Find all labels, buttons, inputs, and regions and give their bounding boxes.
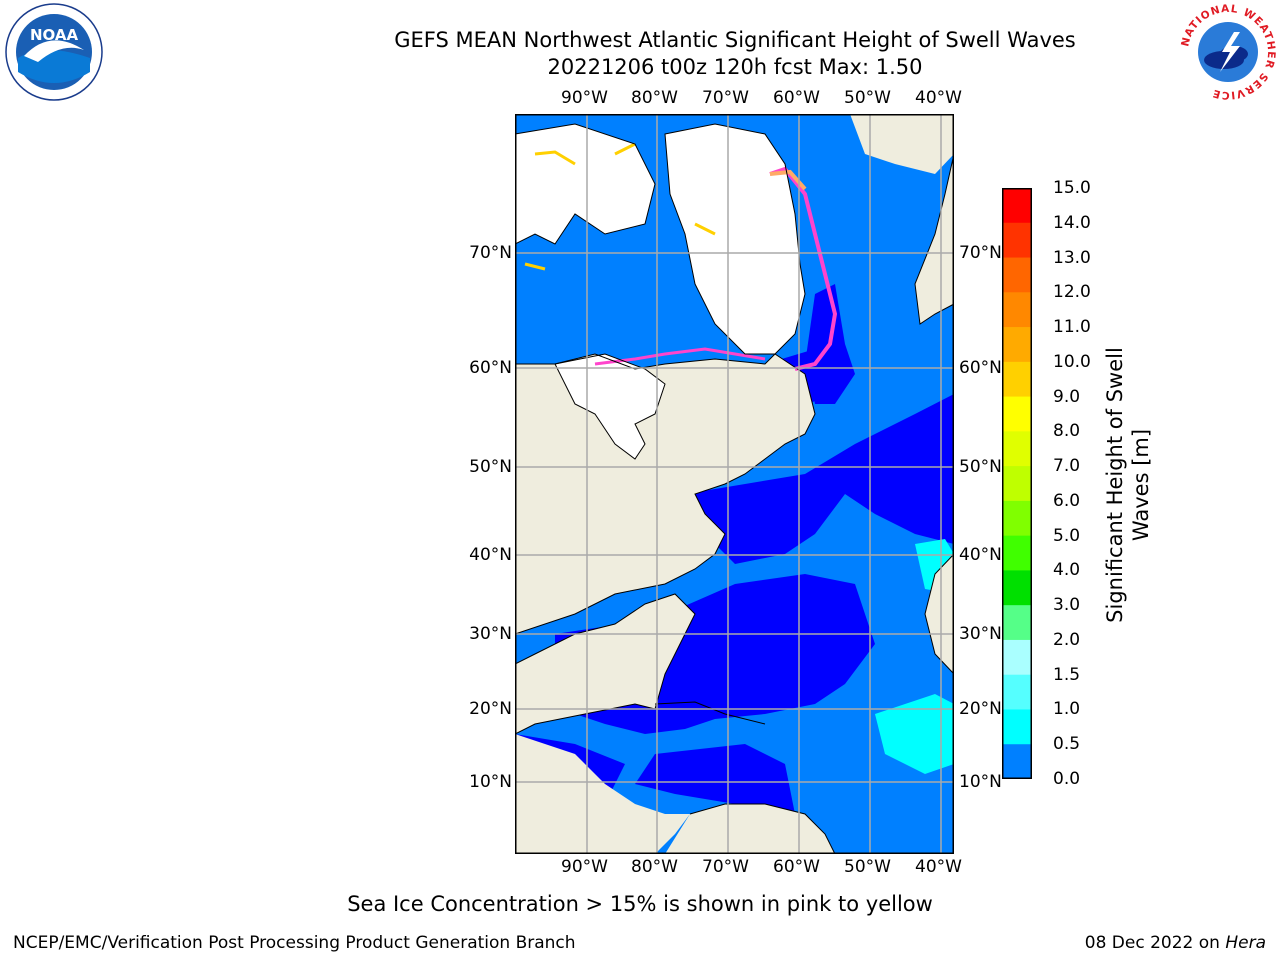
colorbar-segment: [1002, 292, 1032, 328]
lon-label-bottom: 80°W: [631, 857, 678, 877]
colorbar-segment: [1002, 744, 1032, 779]
lon-label-bottom: 70°W: [702, 857, 749, 877]
lon-label-top: 50°W: [844, 88, 891, 108]
footer-date: 08 Dec 2022 on Hera: [1085, 932, 1266, 954]
colorbar-tick-label: 11.0: [1053, 317, 1091, 338]
lat-label-right: 70°N: [959, 243, 1002, 263]
colorbar-segment: [1002, 327, 1032, 363]
lat-label-left: 70°N: [469, 243, 512, 263]
map-frame: [515, 114, 954, 854]
colorbar-segment: [1002, 188, 1032, 224]
footer-credit: NCEP/EMC/Verification Post Processing Pr…: [13, 933, 576, 953]
lat-label-right: 50°N: [959, 457, 1002, 477]
lat-label-left: 60°N: [469, 358, 512, 378]
colorbar-segment: [1002, 396, 1032, 432]
lon-label-top: 60°W: [773, 88, 820, 108]
greenland: [665, 124, 805, 354]
colorbar-tick-label: 2.0: [1053, 629, 1081, 650]
lon-label-top: 90°W: [561, 88, 608, 108]
lat-label-right: 20°N: [959, 699, 1002, 719]
noaa-logo-text: NOAA: [30, 26, 79, 44]
colorbar-segment: [1002, 431, 1032, 467]
footer-host: Hera: [1225, 933, 1266, 953]
colorbar-label: Significant Height of Swell Waves [m]: [1103, 347, 1153, 623]
lon-label-top: 40°W: [915, 88, 962, 108]
colorbar-tick-label: 8.0: [1053, 421, 1081, 442]
lon-label-top: 70°W: [702, 88, 749, 108]
hudson-bay: [555, 354, 665, 459]
colorbar-segment: [1002, 257, 1032, 293]
colorbar-tick-label: 7.0: [1053, 456, 1081, 477]
colorbar-tick-label: 3.0: [1053, 595, 1081, 616]
lat-label-left: 10°N: [469, 772, 512, 792]
colorbar-tick-label: 0.5: [1053, 734, 1081, 755]
lat-label-right: 60°N: [959, 358, 1002, 378]
colorbar-tick-label: 6.0: [1053, 490, 1081, 511]
colorbar: [1002, 188, 1032, 779]
lon-label-bottom: 90°W: [561, 857, 608, 877]
land-africa: [925, 554, 954, 674]
lat-label-left: 30°N: [469, 624, 512, 644]
lat-label-right: 10°N: [959, 772, 1002, 792]
noaa-logo: NOAA: [5, 3, 103, 101]
ocean-cyan: [875, 694, 954, 774]
colorbar-tick-label: 10.0: [1053, 351, 1091, 372]
chart-subtitle: 20221206 t00z 120h fcst Max: 1.50: [547, 55, 923, 79]
lat-label-right: 40°N: [959, 545, 1002, 565]
chart-title: GEFS MEAN Northwest Atlantic Significant…: [394, 28, 1076, 52]
nws-logo: NATIONAL WEATHER SERVICE: [1179, 3, 1276, 101]
colorbar-frame: [1002, 188, 1032, 779]
lat-label-right: 30°N: [959, 624, 1002, 644]
colorbar-segment: [1002, 500, 1032, 537]
colorbar-segment: [1002, 605, 1032, 641]
lon-label-top: 80°W: [631, 88, 678, 108]
colorbar-tick-label: 15.0: [1053, 178, 1091, 198]
colorbar-segment: [1002, 674, 1032, 710]
colorbar-tick-label: 0.0: [1053, 769, 1081, 789]
colorbar-segment: [1002, 535, 1032, 571]
lat-label-left: 20°N: [469, 699, 512, 719]
colorbar-segment: [1002, 222, 1032, 259]
colorbar-tick-label: 4.0: [1053, 560, 1081, 581]
lat-label-left: 40°N: [469, 545, 512, 565]
colorbar-tick-label: 9.0: [1053, 386, 1081, 407]
colorbar-tick-label: 14.0: [1053, 212, 1091, 233]
land-south-america: [665, 804, 835, 854]
colorbar-segment: [1002, 361, 1032, 398]
colorbar-tick-label: 12.0: [1053, 282, 1091, 303]
lon-label-bottom: 40°W: [915, 857, 962, 877]
footer-date-text: 08 Dec 2022 on: [1084, 933, 1226, 953]
lon-label-bottom: 50°W: [844, 857, 891, 877]
colorbar-tick-label: 5.0: [1053, 525, 1081, 546]
colorbar-tick-label: 1.0: [1053, 699, 1081, 720]
lat-label-left: 50°N: [469, 457, 512, 477]
colorbar-tick-label: 1.5: [1053, 664, 1081, 685]
land-north-america: [515, 114, 815, 634]
map-gridlines: [515, 114, 954, 854]
colorbar-segment: [1002, 570, 1032, 606]
colorbar-segment: [1002, 709, 1032, 745]
sea-ice-note: Sea Ice Concentration > 15% is shown in …: [347, 892, 933, 916]
swell-height-map: [515, 114, 954, 854]
colorbar-tick-label: 13.0: [1053, 247, 1091, 268]
colorbar-segment: [1002, 639, 1032, 676]
colorbar-segment: [1002, 466, 1032, 502]
lon-label-bottom: 60°W: [773, 857, 820, 877]
